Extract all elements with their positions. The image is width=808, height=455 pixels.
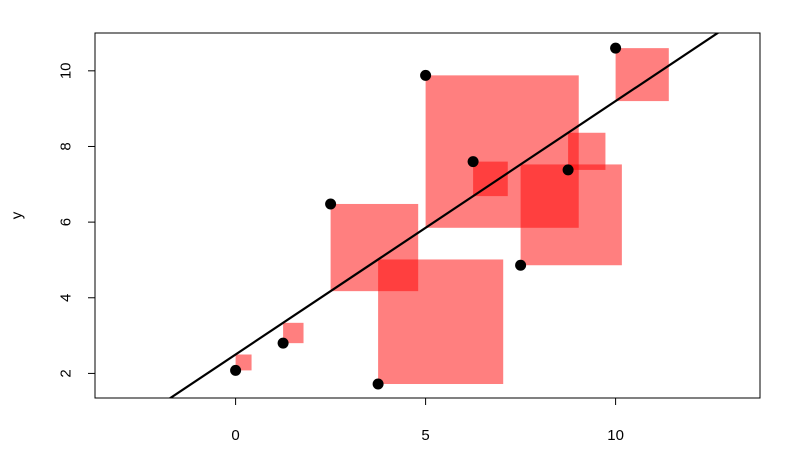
data-point: [515, 259, 527, 271]
y-axis-title: y: [9, 211, 26, 219]
x-axis: 0 5 10: [231, 398, 624, 444]
data-point: [372, 378, 384, 390]
residual-square: [378, 259, 504, 385]
y-tick-label: 4: [58, 294, 75, 302]
residual-square: [283, 322, 304, 344]
x-tick-label: 10: [607, 427, 624, 444]
y-axis: 2 4 6 8 10: [58, 62, 95, 378]
data-point: [230, 364, 242, 376]
x-tick-label: 5: [421, 427, 429, 444]
data-point: [610, 42, 622, 54]
residual-square: [520, 164, 622, 266]
residual-square: [235, 354, 252, 371]
residual-square: [615, 48, 669, 102]
y-tick-label: 6: [58, 218, 75, 226]
regression-line-layer: [168, 33, 720, 398]
data-points: [230, 42, 622, 390]
regression-line: [168, 33, 720, 398]
y-tick-label: 2: [58, 369, 75, 377]
residual-squares: [235, 48, 669, 385]
residual-square: [568, 132, 606, 170]
y-tick-label: 10: [58, 62, 75, 79]
data-point: [420, 69, 432, 81]
y-tick-label: 8: [58, 142, 75, 150]
data-point: [325, 198, 337, 210]
data-point: [467, 156, 479, 168]
x-tick-label: 0: [231, 427, 239, 444]
data-point: [277, 337, 289, 349]
data-point: [562, 164, 574, 176]
plot-frame: [94, 32, 761, 399]
residual-square: [473, 161, 508, 197]
